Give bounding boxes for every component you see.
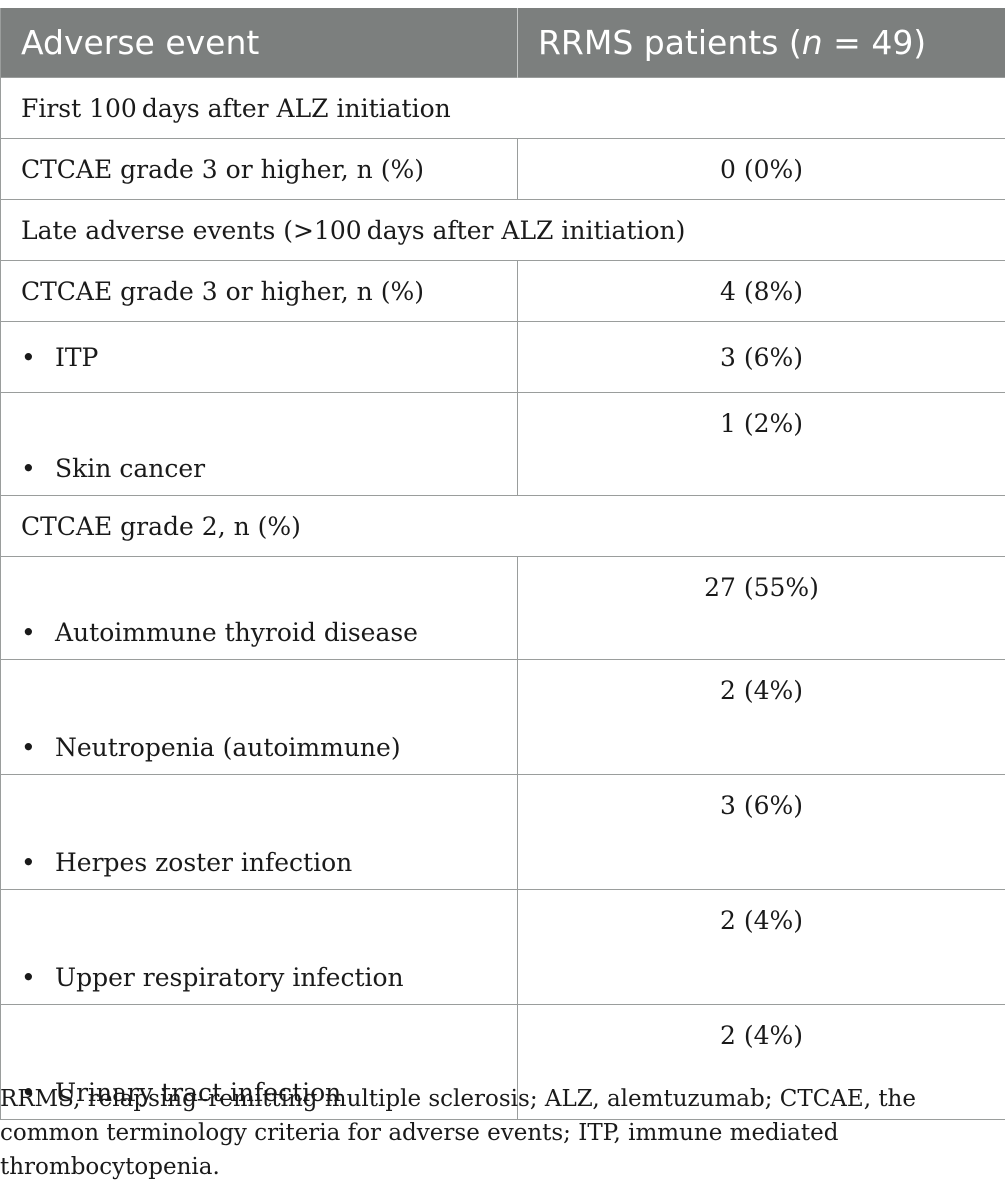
row-value: 3 (6%): [518, 775, 1005, 890]
bullet-icon: •: [21, 963, 55, 992]
row-value: 3 (6%): [518, 322, 1005, 393]
table-row: •Neutropenia (autoimmune) 2 (4%): [1, 660, 1005, 775]
table-footnote: RRMS, relapsing–remitting multiple scler…: [0, 1082, 1000, 1184]
bullet-icon: •: [21, 848, 55, 877]
table-row: •Upper respiratory infection 2 (4%): [1, 890, 1005, 1005]
row-value: 1 (2%): [518, 393, 1005, 496]
section-label: CTCAE grade 2, n (%): [1, 496, 1005, 557]
adverse-events-table: Adverse event RRMS patients (n = 49) Fir…: [0, 8, 1005, 1120]
row-label: •Skin cancer: [1, 393, 518, 496]
row-label: •Neutropenia (autoimmune): [1, 660, 518, 775]
header-rrms-pre: RRMS patients (: [538, 23, 802, 62]
row-label-text: ITP: [55, 343, 98, 372]
row-value: 2 (4%): [518, 660, 1005, 775]
bullet-icon: •: [21, 733, 55, 762]
row-label: •ITP: [1, 322, 518, 393]
row-value: 4 (8%): [518, 261, 1005, 322]
section-label: First 100 days after ALZ initiation: [1, 78, 1005, 139]
row-label: •Upper respiratory infection: [1, 890, 518, 1005]
section-row: First 100 days after ALZ initiation: [1, 78, 1005, 139]
table-row: CTCAE grade 3 or higher, n (%) 4 (8%): [1, 261, 1005, 322]
section-label: Late adverse events (>100 days after ALZ…: [1, 200, 1005, 261]
table-row: •Herpes zoster infection 3 (6%): [1, 775, 1005, 890]
header-n: n: [802, 23, 823, 62]
table-row: CTCAE grade 3 or higher, n (%) 0 (0%): [1, 139, 1005, 200]
row-label: •Herpes zoster infection: [1, 775, 518, 890]
row-label-text: Herpes zoster infection: [55, 848, 352, 877]
table-row: •ITP 3 (6%): [1, 322, 1005, 393]
row-label-text: Upper respiratory infection: [55, 963, 404, 992]
row-label: •Autoimmune thyroid disease: [1, 557, 518, 660]
row-label: CTCAE grade 3 or higher, n (%): [1, 139, 518, 200]
table-row: •Skin cancer 1 (2%): [1, 393, 1005, 496]
table-row: •Autoimmune thyroid disease 27 (55%): [1, 557, 1005, 660]
row-value: 0 (0%): [518, 139, 1005, 200]
header-rrms-patients: RRMS patients (n = 49): [518, 8, 1005, 78]
header-row: Adverse event RRMS patients (n = 49): [1, 8, 1005, 78]
row-label-text: Autoimmune thyroid disease: [55, 618, 418, 647]
bullet-icon: •: [21, 618, 55, 647]
header-rrms-post: = 49): [823, 23, 927, 62]
bullet-icon: •: [21, 454, 55, 483]
header-adverse-event: Adverse event: [1, 8, 518, 78]
section-row: Late adverse events (>100 days after ALZ…: [1, 200, 1005, 261]
row-label-text: Neutropenia (autoimmune): [55, 733, 401, 762]
row-value: 2 (4%): [518, 890, 1005, 1005]
row-value: 27 (55%): [518, 557, 1005, 660]
row-label: CTCAE grade 3 or higher, n (%): [1, 261, 518, 322]
bullet-icon: •: [21, 343, 55, 372]
row-label-text: Skin cancer: [55, 454, 205, 483]
section-row: CTCAE grade 2, n (%): [1, 496, 1005, 557]
